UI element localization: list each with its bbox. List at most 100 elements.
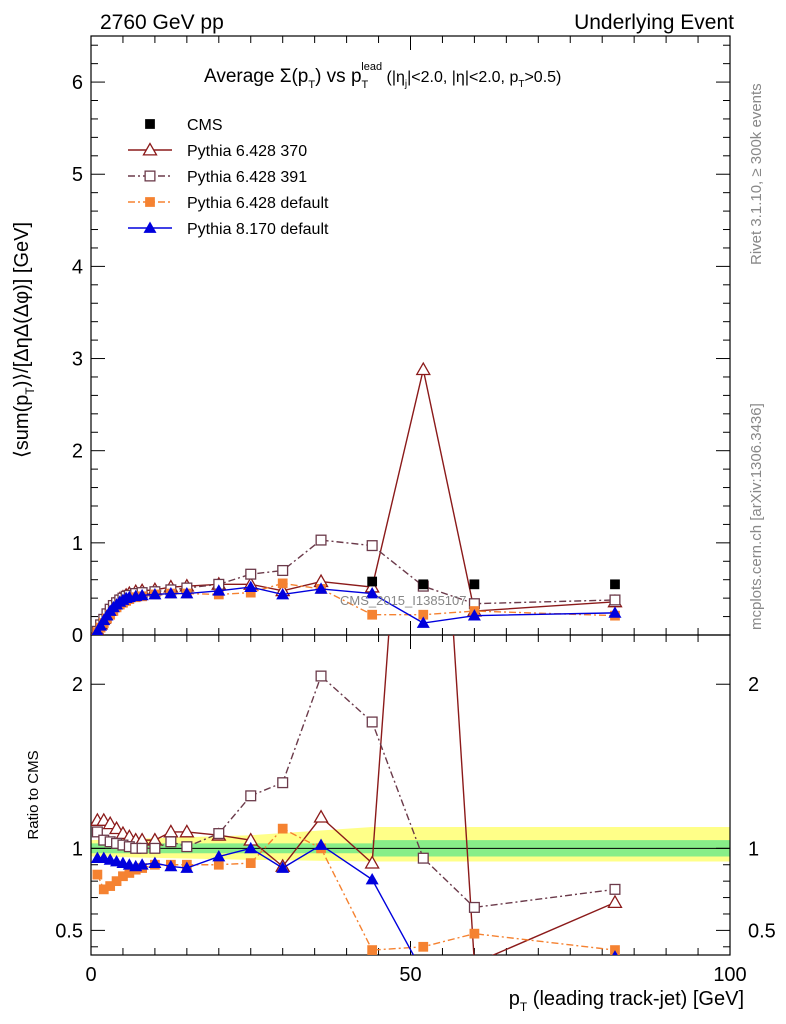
main-point-p8def — [467, 609, 481, 621]
main-point-p8def — [148, 587, 162, 600]
ratio-point-p6def — [277, 823, 288, 834]
ratio-point-p391 — [91, 826, 103, 838]
plot-title: Average Σ(pT) vs pTlead (|ηj|<2.0, |η|<2… — [204, 61, 561, 91]
x-axis-title: pT (leading track-jet) [GeV] — [509, 988, 744, 1014]
ratio-point-p391 — [315, 670, 327, 682]
ratio-point-p8def — [314, 838, 328, 850]
ratio-y-tick-label-right: 2 — [748, 674, 759, 696]
axes: 0 1 2 3 4 5 6 0.5 0.5 1 1 2 2 0 50 100 — [55, 35, 776, 986]
ratio-y-tick-label: 2 — [72, 674, 83, 696]
main-point-cms — [610, 579, 620, 590]
ratio-point-p8def — [212, 850, 226, 862]
ratio-point-p391 — [468, 901, 480, 913]
ratio-point-p6def — [213, 859, 224, 870]
legend-marker-p370 — [142, 142, 158, 156]
main-point-p391 — [277, 564, 289, 577]
ratio-point-p8def — [164, 859, 178, 872]
ratio-point-p370 — [163, 824, 179, 838]
ratio-point-p8def — [180, 861, 194, 873]
ratio-point-p370 — [468, 957, 481, 968]
ratio-point-p370 — [364, 855, 380, 869]
ratio-point-p6def — [98, 884, 109, 895]
legend-marker-cms — [145, 119, 155, 129]
ratio-y-axis-title: Ratio to CMS — [25, 750, 42, 839]
legend-label-cms: CMS — [187, 117, 223, 134]
main-point-cms — [418, 579, 429, 590]
main-point-p8def — [276, 587, 290, 600]
ratio-point-p6def — [111, 876, 122, 887]
ratio-point-p6def — [418, 941, 429, 952]
main-point-p6def — [367, 609, 378, 620]
main-point-p8def — [416, 616, 430, 628]
ratio-point-p391 — [366, 716, 378, 728]
ratio-line-p391 — [96, 674, 616, 909]
header-energy: 2760 GeV pp — [100, 11, 224, 34]
ratio-panel-series — [91, 153, 623, 968]
main-panel-series — [91, 361, 623, 635]
main-y-tick-label: 2 — [72, 441, 83, 463]
ratio-point-p391 — [149, 842, 161, 854]
legend-marker-p391 — [144, 170, 156, 182]
ratio-point-p6def — [105, 881, 116, 891]
ratio-point-p370 — [108, 820, 125, 835]
rivet-label: Rivet 3.1.10, ≥ 300k events — [748, 83, 765, 265]
main-point-p391 — [609, 594, 621, 606]
ratio-point-p8def — [148, 856, 162, 868]
ratio-point-p370 — [102, 815, 118, 830]
main-point-p6def — [245, 587, 256, 598]
mcplots-label: mcplots.cern.ch [arXiv:1306.3436] — [748, 403, 765, 630]
legend-marker-p6def — [145, 197, 155, 207]
x-tick-label: 100 — [713, 964, 746, 986]
main-point-p8def — [314, 582, 328, 594]
ratio-point-p391 — [181, 841, 193, 853]
main-point-p391 — [315, 534, 327, 546]
ratio-point-p391 — [213, 828, 225, 840]
ratio-point-p370 — [313, 809, 329, 823]
ratio-point-p370 — [179, 824, 195, 838]
legend-marker-p8def — [143, 221, 157, 233]
main-y-tick-label: 4 — [72, 256, 83, 278]
ratio-point-p391 — [609, 883, 621, 895]
main-point-p8def — [212, 584, 226, 596]
main-y-tick-label: 0 — [72, 625, 83, 647]
ratio-point-p6def — [124, 868, 135, 878]
ratio-y-tick-label-right: 0.5 — [748, 920, 776, 942]
ratio-point-p6def — [469, 928, 480, 939]
main-point-p8def — [180, 587, 194, 599]
analysis-watermark: CMS_2015_I1385107 — [340, 593, 467, 608]
main-y-tick-label: 6 — [72, 72, 83, 94]
main-point-p8def — [365, 587, 379, 599]
ratio-point-p6def — [367, 945, 378, 955]
legend: CMS Pythia 6.428 370 Pythia 6.428 391 Pythi… — [128, 117, 329, 238]
main-point-p370 — [415, 361, 431, 376]
ratio-y-tick-label: 1 — [72, 838, 83, 860]
main-point-p391 — [245, 568, 257, 580]
legend-label-p8def: Pythia 8.170 default — [187, 221, 329, 238]
main-point-cms — [469, 579, 480, 590]
main-y-axis-title: ⟨sum(pT)⟩/[ΔηΔ(Δφ)] [GeV] — [11, 222, 37, 458]
main-point-p8def — [608, 606, 622, 618]
ratio-point-p8def — [276, 861, 290, 873]
main-point-p391 — [366, 540, 378, 552]
x-tick-label: 50 — [399, 964, 421, 986]
header-analysis: Underlying Event — [574, 11, 734, 34]
ratio-point-p8def — [135, 858, 149, 870]
ratio-point-p8def — [468, 957, 481, 968]
main-point-p6def — [418, 609, 429, 620]
ratio-point-p391 — [277, 777, 289, 789]
legend-label-p391: Pythia 6.428 391 — [187, 169, 307, 186]
ratio-point-p391 — [165, 836, 177, 848]
ratio-point-p370 — [607, 894, 623, 909]
ratio-point-p6def — [92, 869, 103, 880]
legend-label-p6def: Pythia 6.428 default — [187, 195, 329, 212]
x-tick-label: 0 — [85, 964, 96, 986]
ratio-point-p6def — [245, 858, 256, 868]
main-point-p8def — [164, 587, 178, 599]
ratio-point-p6def — [610, 945, 620, 955]
main-y-tick-label: 3 — [72, 349, 83, 371]
main-y-tick-label: 5 — [72, 164, 83, 186]
ratio-point-p8def — [244, 841, 258, 854]
ratio-point-p370 — [417, 153, 430, 164]
ratio-point-p8def — [365, 873, 379, 885]
ratio-y-tick-label-right: 1 — [748, 838, 759, 860]
